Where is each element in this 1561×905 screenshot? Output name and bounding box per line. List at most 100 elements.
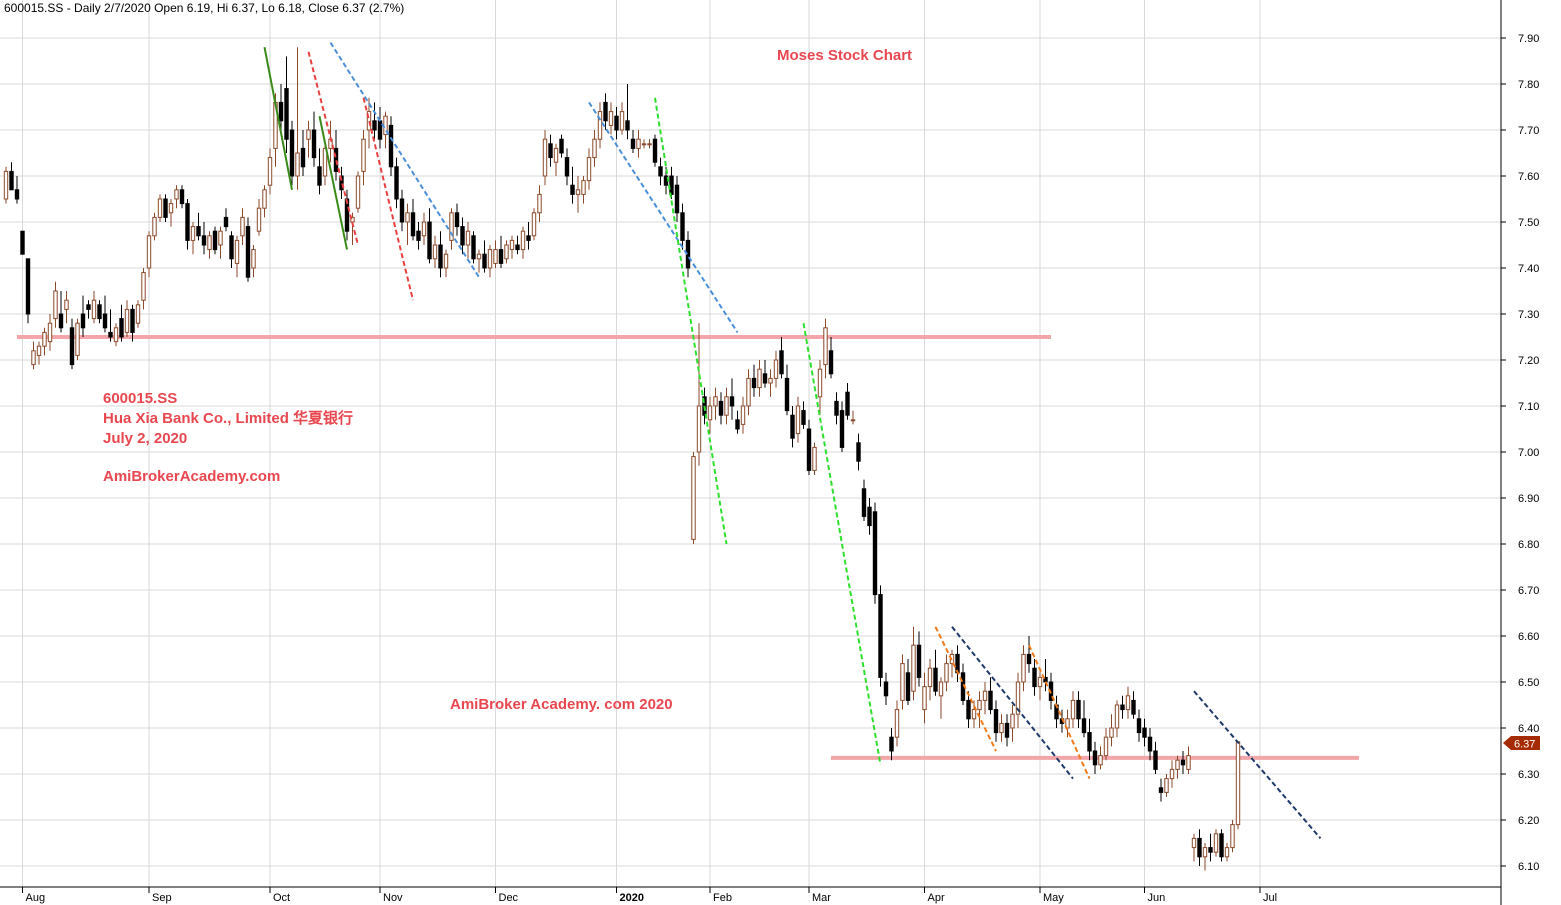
candle-body (542, 138, 548, 177)
candle (751, 364, 757, 397)
candle-body (245, 226, 251, 278)
price-axis: 6.10 6.20 6.30 6.40 6.50 6.60 6.70 6.80 6.90 7.00… (1501, 33, 1539, 873)
candle-body (630, 138, 636, 149)
candle (586, 148, 592, 190)
x-tick-label: Jul (1263, 892, 1277, 904)
candle-body (1070, 699, 1076, 720)
candle-body (97, 304, 102, 320)
candle (883, 672, 889, 705)
candle-body (592, 138, 597, 159)
candle (828, 337, 834, 379)
candle (729, 378, 735, 420)
candle (625, 84, 630, 140)
candle (592, 130, 597, 167)
candle-body (927, 667, 933, 688)
candle (1092, 741, 1098, 774)
candle-body (861, 488, 867, 517)
candle-body (713, 396, 718, 407)
candle-body (438, 244, 443, 269)
candle (493, 240, 498, 268)
candle-body (768, 377, 773, 384)
candle-body (520, 230, 526, 251)
x-tick-label: Sep (152, 892, 172, 904)
candle (36, 341, 42, 365)
candle-body (856, 442, 861, 462)
candle-body (427, 221, 432, 260)
trend-line (934, 626, 997, 752)
candle (223, 208, 229, 232)
candle-body (229, 235, 234, 260)
y-tick-label: 6.30 (1518, 769, 1539, 781)
candle (713, 387, 718, 420)
chart-header-info: 600015.SS - Daily 2/7/2020 Open 6.19, Hi… (4, 1, 404, 15)
candle (157, 194, 163, 222)
candle-body (603, 101, 608, 122)
candle (1125, 686, 1131, 719)
candle (955, 645, 960, 682)
candle-body (339, 175, 344, 191)
x-tick-label: Mar (812, 892, 831, 904)
candle (900, 654, 905, 710)
candle-body (306, 129, 311, 140)
candle (1164, 774, 1169, 797)
trend-line (307, 51, 359, 246)
candle (350, 212, 355, 245)
candle (867, 498, 872, 535)
candle (113, 323, 119, 347)
candle-body (168, 203, 174, 214)
candle (454, 203, 460, 236)
candle (966, 691, 971, 728)
y-tick-label: 7.00 (1518, 447, 1539, 459)
candle-body (58, 313, 64, 329)
candle (196, 212, 201, 241)
candle (1109, 714, 1114, 747)
candle-body (625, 120, 630, 131)
candle (1054, 695, 1059, 728)
y-tick-label: 7.90 (1518, 33, 1539, 45)
candle-body (201, 235, 207, 246)
candle (163, 194, 168, 222)
candle (284, 56, 289, 153)
candle-body (284, 88, 289, 140)
candle (405, 203, 410, 245)
candle (119, 304, 124, 342)
candle-body (938, 681, 944, 697)
candle (1136, 709, 1142, 742)
candle (449, 208, 454, 250)
candle (691, 452, 696, 544)
candle (1147, 728, 1153, 761)
candle (399, 189, 405, 232)
candle (300, 130, 306, 176)
candle (377, 107, 383, 149)
candle-body (916, 644, 922, 678)
candle (817, 360, 823, 416)
candle (812, 442, 817, 475)
candle-body (53, 290, 58, 320)
candle (581, 176, 586, 204)
candle-body (1202, 847, 1208, 858)
candle (801, 401, 806, 429)
candle-body (405, 212, 410, 223)
candle-body (993, 709, 999, 734)
y-tick-label: 7.30 (1518, 309, 1539, 321)
candle (977, 691, 982, 728)
last-price-tag: 6.37 (1503, 736, 1540, 751)
candle-body (504, 244, 509, 260)
candle-body (355, 175, 361, 209)
candle (861, 479, 867, 521)
candle (47, 314, 53, 351)
candle (806, 419, 812, 475)
candle-body (559, 138, 564, 154)
y-tick-label: 6.60 (1518, 631, 1539, 643)
candle-body (1191, 837, 1197, 849)
candle-body (372, 120, 377, 131)
candle (86, 300, 91, 319)
candle-body (394, 166, 399, 200)
candle (25, 258, 31, 324)
candle-body (817, 368, 823, 398)
y-tick-label: 6.70 (1518, 585, 1539, 597)
candle-body (531, 212, 537, 237)
candle-body (575, 189, 581, 195)
candle (658, 157, 663, 186)
candle-body (47, 322, 53, 343)
